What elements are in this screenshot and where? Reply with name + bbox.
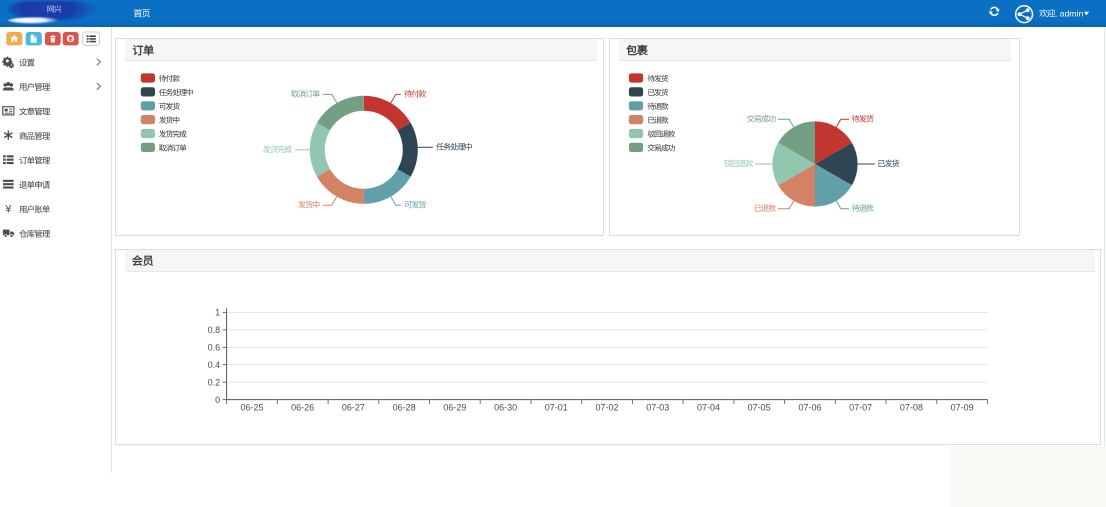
svg-text:0.4: 0.4 <box>208 360 221 370</box>
svg-text:06-27: 06-27 <box>342 402 365 412</box>
svg-text:07-08: 07-08 <box>900 402 923 412</box>
svg-text:¥: ¥ <box>4 203 12 215</box>
svg-text:0.8: 0.8 <box>208 325 221 335</box>
svg-text:07-07: 07-07 <box>849 402 872 412</box>
svg-text:06-30: 06-30 <box>494 402 517 412</box>
svg-text:0.2: 0.2 <box>208 377 221 387</box>
svg-text:07-09: 07-09 <box>951 402 974 412</box>
svg-text:07-01: 07-01 <box>545 402 568 412</box>
svg-text:07-03: 07-03 <box>646 402 669 412</box>
svg-text:06-28: 06-28 <box>393 402 416 412</box>
svg-text:06-26: 06-26 <box>291 402 314 412</box>
svg-text:06-29: 06-29 <box>443 402 466 412</box>
svg-text:1: 1 <box>215 308 220 318</box>
svg-text:07-02: 07-02 <box>595 402 618 412</box>
svg-text:, admin: , admin <box>1055 8 1084 18</box>
svg-text:06-25: 06-25 <box>240 402 263 412</box>
svg-text:0.6: 0.6 <box>208 343 221 353</box>
svg-text:07-04: 07-04 <box>697 402 720 412</box>
svg-text:0: 0 <box>215 395 220 405</box>
svg-text:07-05: 07-05 <box>748 402 771 412</box>
svg-text:07-06: 07-06 <box>798 402 821 412</box>
